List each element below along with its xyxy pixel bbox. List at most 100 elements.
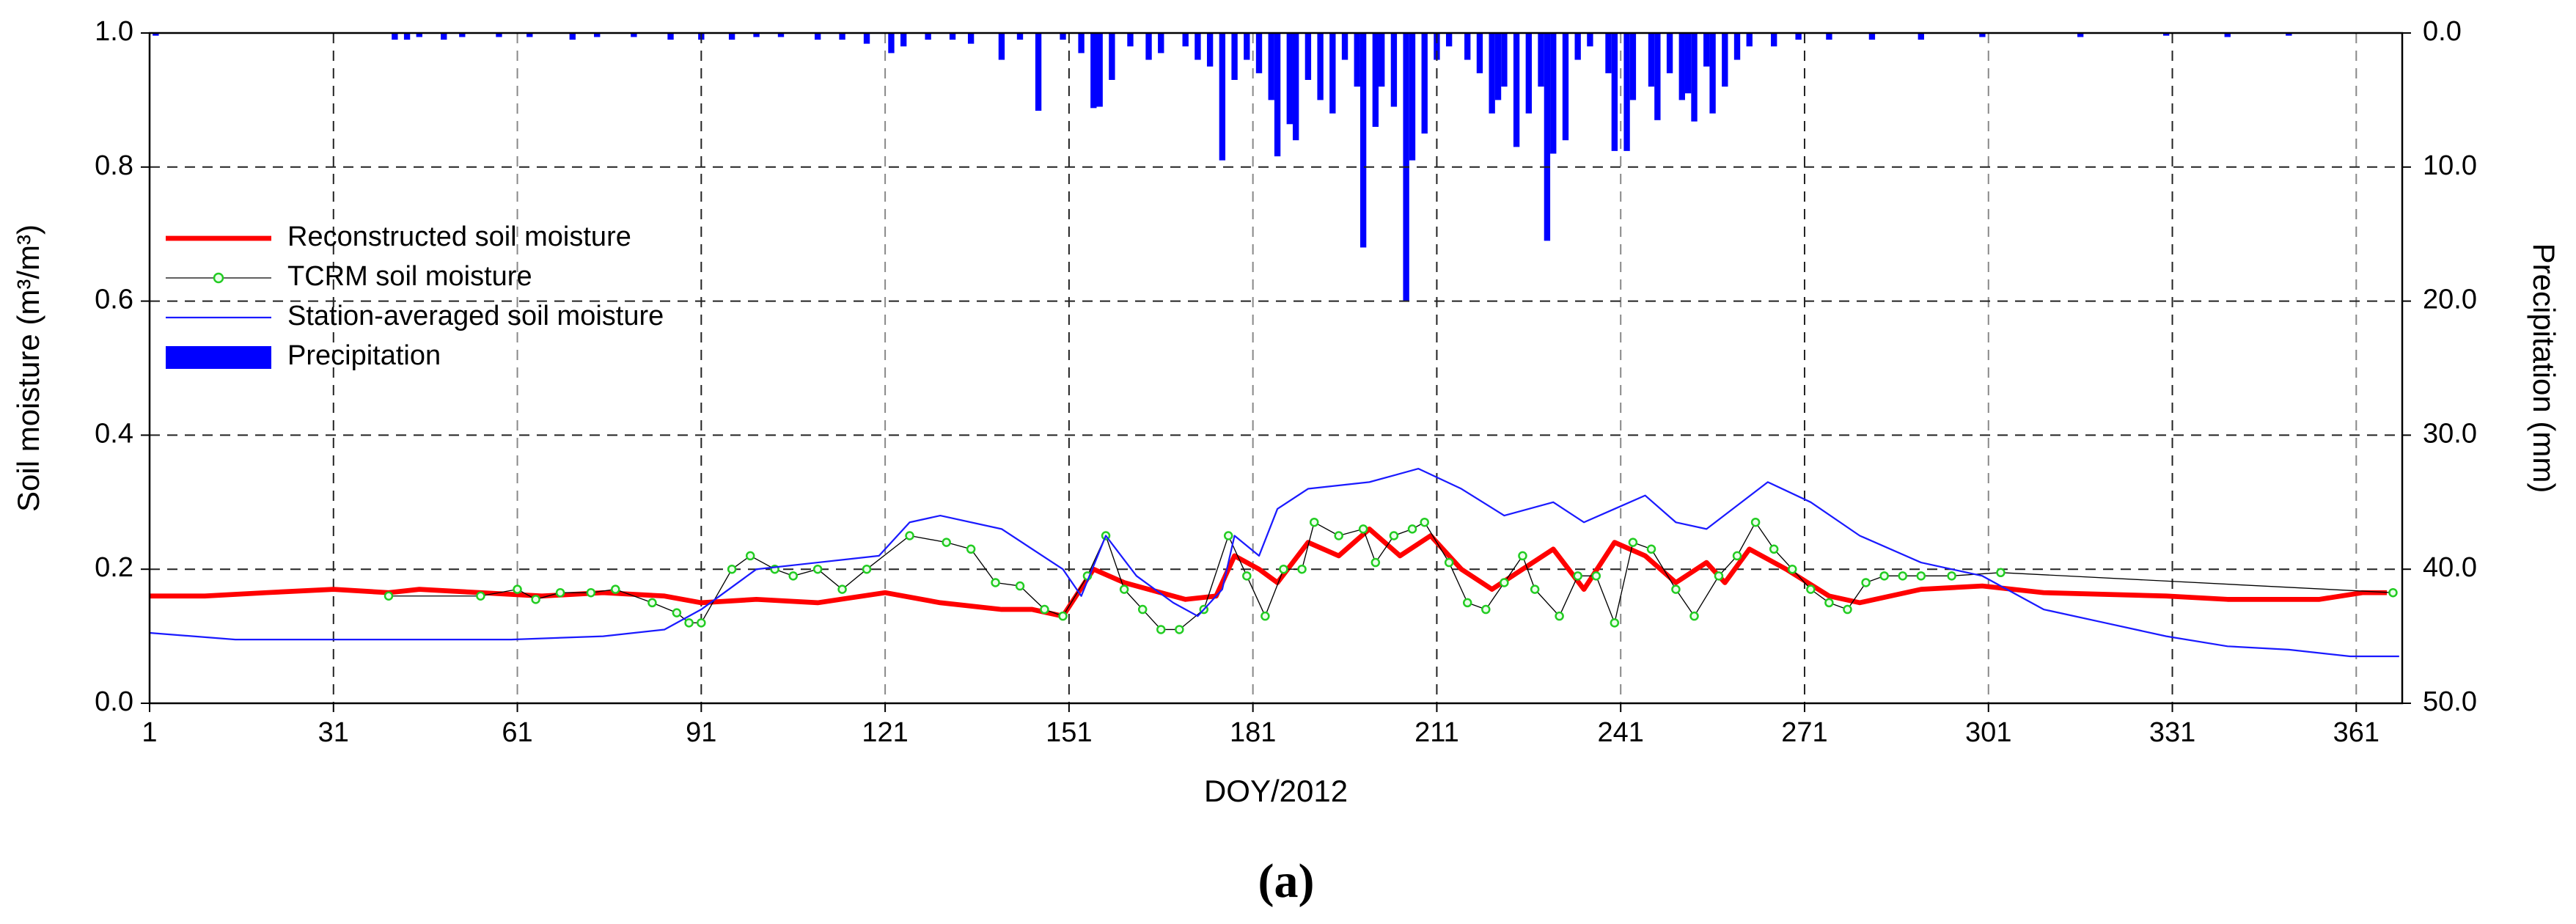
precipitation-bar xyxy=(2224,33,2231,37)
precipitation-bar xyxy=(1329,33,1336,114)
series-marker xyxy=(1898,571,1907,581)
legend-label: TCRM soil moisture xyxy=(287,261,532,292)
y2-tick-label: 40.0 xyxy=(2423,552,2477,583)
precipitation-bar xyxy=(1795,33,1802,40)
series-marker xyxy=(837,584,847,594)
legend-label: Precipitation xyxy=(287,340,441,371)
series-marker xyxy=(1119,584,1129,594)
precipitation-bar xyxy=(1372,33,1379,127)
precipitation-bar xyxy=(753,33,760,37)
precipitation-bar xyxy=(1587,33,1593,47)
precipitation-bar xyxy=(1746,33,1753,47)
legend-label: Reconstructed soil moisture xyxy=(287,221,631,252)
precipitation-bar xyxy=(1078,33,1085,54)
series-marker xyxy=(647,598,657,608)
precipitation-bar xyxy=(1666,33,1673,73)
precipitation-bar xyxy=(403,33,411,40)
x-tick-label: 91 xyxy=(686,717,716,748)
series-marker xyxy=(1175,625,1184,634)
precipitation-bar xyxy=(2286,33,2292,36)
series-marker xyxy=(727,564,737,574)
precipitation-bar xyxy=(1611,33,1618,151)
precipitation-bar xyxy=(814,33,821,40)
series-marker xyxy=(1407,524,1417,534)
precipitation-bar xyxy=(888,33,895,54)
series-marker xyxy=(1591,571,1601,581)
precipitation-bar xyxy=(863,33,870,44)
caption: (a) xyxy=(1258,854,1315,908)
precipitation-bar xyxy=(1127,33,1134,47)
precipitation-bar xyxy=(967,33,975,44)
precipitation-bar xyxy=(1379,33,1385,87)
precipitation-bar xyxy=(1629,33,1637,100)
series-marker xyxy=(384,591,394,601)
series-marker xyxy=(1309,517,1319,527)
series-marker xyxy=(531,595,540,604)
series-marker xyxy=(1242,571,1252,581)
series-marker xyxy=(862,564,872,574)
series-marker xyxy=(1628,538,1638,547)
precipitation-bar xyxy=(1445,33,1453,47)
precipitation-bar xyxy=(1733,33,1741,60)
y-tick-label: 0.0 xyxy=(95,686,133,717)
series-line xyxy=(150,527,2388,619)
series-marker xyxy=(586,587,596,598)
precipitation-bar xyxy=(416,33,422,37)
precipitation-bar xyxy=(839,33,845,40)
precipitation-bar xyxy=(594,33,601,37)
y2-tick-label: 20.0 xyxy=(2423,285,2477,315)
precipitation-bar xyxy=(1109,33,1115,80)
series-marker xyxy=(1462,598,1472,608)
series-marker xyxy=(1156,625,1166,634)
precipitation-bar xyxy=(1826,33,1832,40)
precipitation-bar xyxy=(1918,33,1924,40)
series-marker xyxy=(2388,587,2398,598)
x-tick-label: 331 xyxy=(2149,717,2195,748)
series-marker xyxy=(1573,571,1582,581)
precipitation-bar xyxy=(1096,33,1103,107)
precipitation-bar xyxy=(1494,33,1502,100)
series-marker xyxy=(1358,524,1368,534)
series-marker xyxy=(1015,581,1025,591)
series-marker xyxy=(611,584,620,594)
precipitation-bar xyxy=(1771,33,1777,47)
series-marker xyxy=(1555,611,1564,621)
x-tick-label: 211 xyxy=(1414,717,1459,748)
precipitation-bar xyxy=(998,33,1005,60)
series-marker xyxy=(1750,517,1761,527)
precipitation-bar xyxy=(1684,33,1692,94)
precipitation-bar xyxy=(1562,33,1569,141)
precipitation-bar xyxy=(2077,33,2084,37)
legend-marker xyxy=(213,272,224,284)
series-marker xyxy=(1646,544,1656,554)
series-marker xyxy=(555,587,565,598)
precipitation-bar xyxy=(728,33,735,40)
precipitation-bar xyxy=(153,33,159,36)
series-marker xyxy=(1947,571,1956,581)
precipitation-bar xyxy=(1722,33,1728,87)
precipitation-bar xyxy=(1703,33,1710,67)
precipitation-bar xyxy=(1354,33,1360,87)
series-marker xyxy=(672,608,682,617)
precipitation-bar xyxy=(1525,33,1532,114)
y2-tick-label: 50.0 xyxy=(2423,686,2477,717)
series-marker xyxy=(1843,604,1852,615)
precipitation-bar xyxy=(925,33,931,40)
series-marker xyxy=(1297,564,1307,574)
precipitation-bar xyxy=(1304,33,1312,80)
precipitation-bar xyxy=(1035,33,1042,111)
precipitation-bar xyxy=(1195,33,1201,60)
precipitation-bar xyxy=(1550,33,1557,154)
precipitation-bar xyxy=(569,33,576,40)
x-tick-label: 1 xyxy=(142,717,157,748)
precipitation-bar xyxy=(1709,33,1716,114)
series-marker xyxy=(1137,604,1148,615)
precipitation-bar xyxy=(1341,33,1348,60)
precipitation-bar xyxy=(526,33,533,37)
series-marker xyxy=(1481,604,1491,615)
series-marker xyxy=(1058,611,1068,621)
y-tick-label: 1.0 xyxy=(95,16,133,47)
precipitation-bar xyxy=(1359,33,1367,248)
y2-tick-label: 0.0 xyxy=(2423,16,2462,47)
